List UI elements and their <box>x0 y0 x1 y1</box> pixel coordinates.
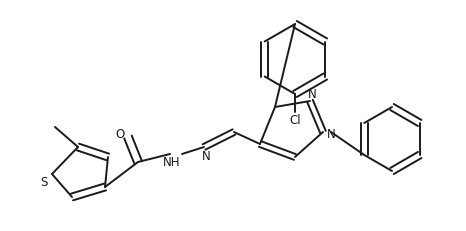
Text: S: S <box>41 176 48 189</box>
Text: N: N <box>202 149 210 162</box>
Text: Cl: Cl <box>289 114 301 127</box>
Text: NH: NH <box>163 156 181 169</box>
Text: N: N <box>308 87 316 100</box>
Text: O: O <box>116 127 124 140</box>
Text: N: N <box>327 128 336 141</box>
